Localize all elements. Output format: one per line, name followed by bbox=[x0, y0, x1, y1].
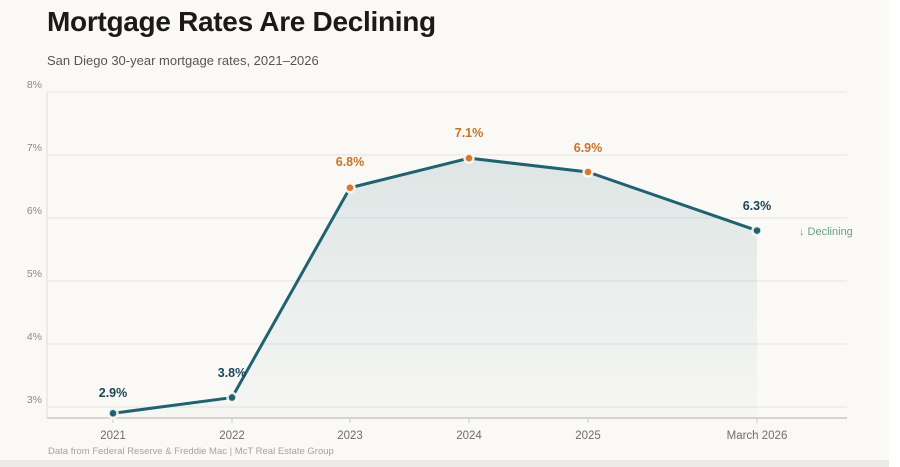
source-attribution: Data from Federal Reserve & Freddie Mac … bbox=[48, 446, 334, 457]
data-point bbox=[751, 224, 763, 237]
data-point bbox=[344, 182, 356, 194]
y-axis-tick-label: 4% bbox=[26, 331, 42, 343]
data-point bbox=[226, 391, 238, 404]
y-axis-tick-label: 3% bbox=[26, 394, 42, 406]
area-fill bbox=[113, 158, 757, 418]
data-point-value-label: 6.8% bbox=[335, 154, 365, 169]
bottom-margin-strip bbox=[0, 460, 889, 467]
chart-subtitle: San Diego 30-year mortgage rates, 2021–2… bbox=[47, 53, 319, 68]
x-axis-tick-label: 2022 bbox=[219, 430, 245, 442]
data-point bbox=[582, 166, 594, 178]
y-axis-tick-label: 5% bbox=[26, 268, 42, 280]
data-point bbox=[107, 407, 119, 420]
data-point-value-label: 7.1% bbox=[454, 126, 484, 141]
data-point-value-label: 2.9% bbox=[98, 386, 128, 401]
data-point-value-label: 3.8% bbox=[217, 365, 247, 380]
x-axis-tick-label: March 2026 bbox=[726, 430, 788, 442]
data-point bbox=[463, 152, 475, 164]
x-axis-tick-label: 2023 bbox=[337, 430, 363, 442]
y-axis-tick-label: 8% bbox=[26, 79, 42, 91]
chart-title: Mortgage Rates Are Declining bbox=[47, 6, 436, 37]
y-axis-tick-label: 7% bbox=[26, 142, 42, 154]
declining-annotation: ↓ Declining bbox=[799, 226, 853, 238]
data-point-value-label: 6.3% bbox=[742, 198, 772, 213]
x-axis-tick-label: 2025 bbox=[575, 430, 601, 442]
right-margin-strip bbox=[889, 0, 900, 467]
x-axis-tick-label: 2021 bbox=[100, 430, 126, 442]
data-point-value-label: 6.9% bbox=[573, 141, 603, 155]
y-axis-tick-label: 6% bbox=[26, 205, 42, 217]
x-axis-tick-label: 2024 bbox=[456, 430, 482, 442]
trend-line bbox=[111, 156, 759, 415]
